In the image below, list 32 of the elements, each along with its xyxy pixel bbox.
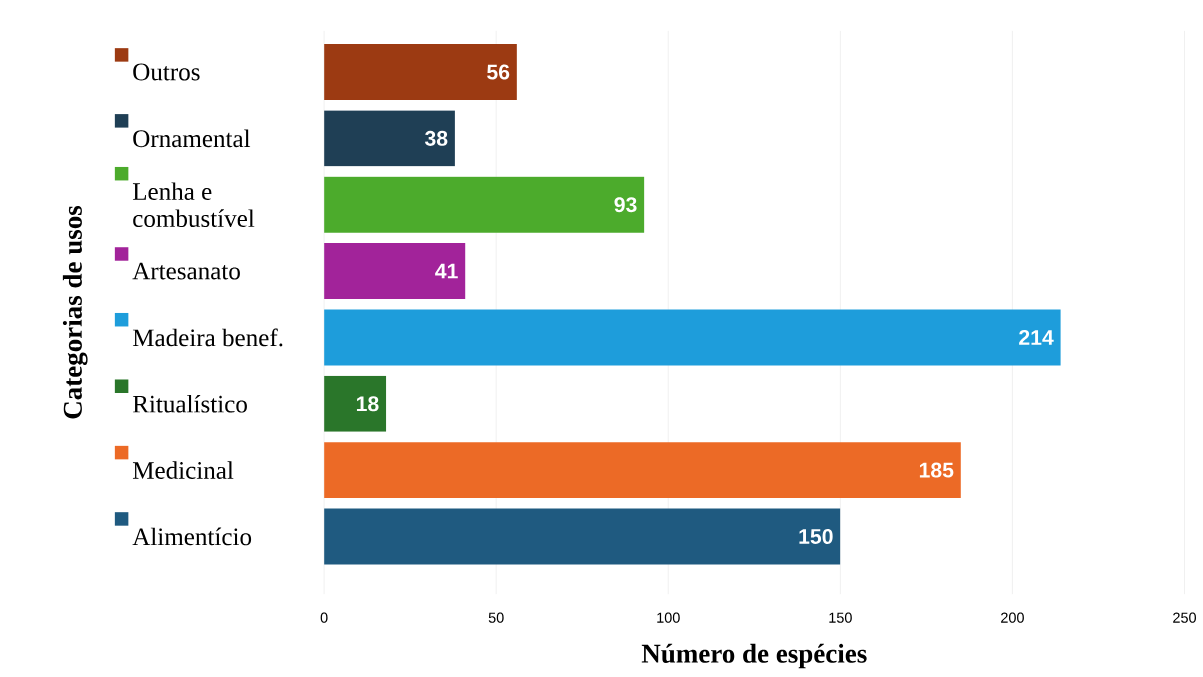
y-tick-label: Madeira benef. [132,328,283,347]
y-tick-label: Lenha e combustível [132,182,255,227]
x-tick-label: 100 [657,612,680,623]
y-tick-label: Artesanato [132,262,240,280]
data-label: 150 [799,528,833,544]
x-tick-label: 250 [1173,612,1196,623]
bar [324,375,387,432]
data-label: 56 [487,64,510,80]
data-label: 18 [356,396,379,412]
x-axis-title: Número de espécies [641,643,867,669]
bar [324,309,1061,366]
x-tick-label: 0 [320,612,328,623]
data-label: 93 [614,197,637,213]
x-tick-label: 50 [488,612,504,623]
data-label: 185 [919,462,954,478]
y-tick-label: Ornamental [133,129,251,148]
y-axis-title: Categorias de usos [62,205,88,419]
x-tick-label: 150 [829,612,852,623]
bar [324,176,645,233]
bar [324,508,841,565]
y-tick-label: Outros [133,63,200,81]
bar [324,110,455,167]
y-tick-label: Alimentício [132,527,252,546]
data-label: 214 [1019,329,1054,345]
data-label: 41 [435,263,458,279]
y-tick-label: Ritualístico [132,394,247,413]
y-tick-label: Medicinal [132,461,234,479]
bar [324,243,466,299]
bar [324,442,961,499]
bar [324,43,517,100]
x-tick-label: 200 [1001,612,1024,623]
data-label: 38 [424,130,448,146]
